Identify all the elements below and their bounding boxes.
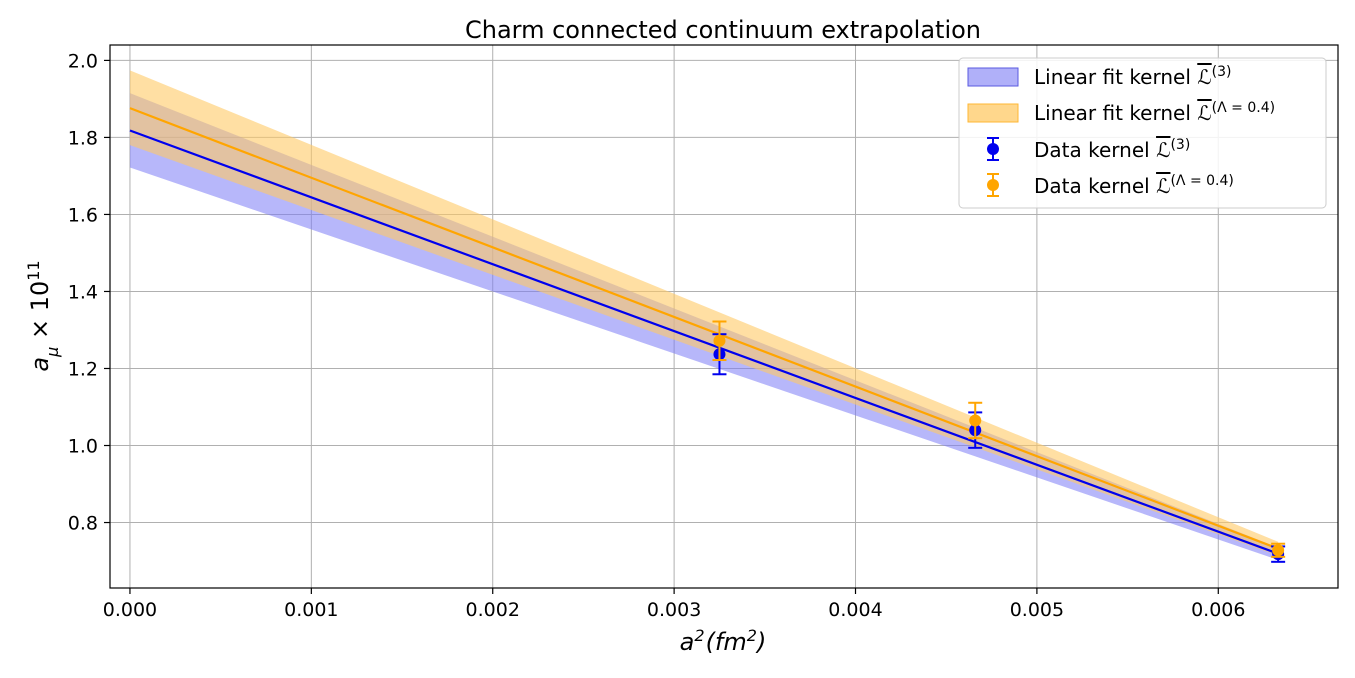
y-tick-label: 1.6: [68, 204, 98, 226]
legend-swatch-fit-l3: [967, 67, 1019, 87]
legend-data-lambda-symbol: ℒ: [1156, 174, 1170, 198]
fit-lines: [129, 107, 1279, 555]
y-tick-label: 1.0: [68, 436, 98, 458]
y-axis-label-main: a: [26, 357, 54, 372]
data-point-series-1: [1271, 542, 1286, 558]
data-point-series-1: [968, 401, 983, 440]
x-tick-label: 0.004: [828, 599, 882, 621]
x-axis-label-rest: (fm: [706, 628, 747, 656]
data-marker: [1272, 544, 1285, 557]
x-axis-label-main: a: [680, 628, 695, 656]
fit-line-1: [129, 107, 1279, 550]
legend-label-fit-lambda: Linear fit kernel ℒ(Λ = 0.4): [1034, 100, 1275, 125]
y-tick-label: 1.2: [68, 358, 98, 380]
y-axis-label-rest: × 10: [26, 281, 54, 347]
legend-box: [958, 57, 1327, 209]
axis-ticks: 0.000 0.001 0.002 0.003 0.004 0.005 0.006 0.8 1.…: [68, 50, 1246, 621]
legend: Linear fit kernel ℒ(3) Linear fit kernel…: [958, 57, 1327, 209]
legend-data-l3-symbol: ℒ: [1156, 138, 1170, 162]
data-marker: [969, 414, 982, 427]
legend-data-l3-main: Data kernel: [1034, 138, 1156, 162]
fit-line-0: [129, 129, 1279, 555]
legend-data-lambda-sup: (Λ = 0.4): [1170, 173, 1233, 189]
x-axis-label-sup: 2: [694, 626, 704, 645]
x-tick-label: 0.002: [466, 599, 520, 621]
plot-area-frame: [109, 44, 1339, 589]
fit-bands: [129, 70, 1279, 560]
x-tick-label: 0.000: [103, 599, 157, 621]
legend-label-data-lambda: Data kernel ℒ(Λ = 0.4): [1034, 173, 1234, 198]
x-tick-label: 0.003: [647, 599, 701, 621]
legend-fit-l3-main: Linear fit kernel: [1034, 65, 1197, 89]
legend-label-fit-l3: Linear fit kernel ℒ(3): [1034, 64, 1232, 89]
data-point-series-1: [712, 320, 727, 362]
x-tick-label: 0.006: [1191, 599, 1245, 621]
legend-fit-lambda-sup: (Λ = 0.4): [1212, 100, 1275, 116]
x-axis-label: a2(fm2): [680, 626, 767, 657]
y-tick-label: 2.0: [68, 50, 98, 72]
x-tick-label: 0.005: [1010, 599, 1064, 621]
legend-marker-data-l3: [987, 137, 999, 161]
x-tick-label: 0.001: [284, 599, 338, 621]
chart-title: Charm connected continuum extrapolation: [465, 16, 981, 44]
fit-band-1: [129, 70, 1279, 556]
legend-label-data-l3: Data kernel ℒ(3): [1034, 137, 1190, 162]
y-axis-label-sup: 11: [24, 260, 43, 280]
legend-swatch-fit-lambda: [967, 103, 1019, 123]
x-axis-label-sup2: 2: [747, 626, 757, 645]
y-tick-label: 0.8: [68, 513, 98, 535]
y-tick-label: 1.8: [68, 127, 98, 149]
legend-fit-l3-sup: (3): [1212, 64, 1232, 80]
legend-data-lambda-main: Data kernel: [1034, 174, 1156, 198]
legend-marker-data-lambda: [987, 173, 999, 197]
legend-fit-lambda-symbol: ℒ: [1197, 101, 1211, 125]
y-axis-label-sub: μ: [43, 347, 62, 358]
data-points: [712, 320, 1286, 563]
y-axis-label: aμ × 1011: [24, 260, 62, 371]
legend-fit-l3-symbol: ℒ: [1197, 65, 1211, 89]
data-marker: [713, 334, 726, 347]
legend-data-l3-sup: (3): [1170, 137, 1190, 153]
x-axis-label-close: ): [755, 628, 766, 656]
y-tick-label: 1.4: [68, 281, 98, 303]
legend-fit-lambda-main: Linear fit kernel: [1034, 101, 1197, 125]
